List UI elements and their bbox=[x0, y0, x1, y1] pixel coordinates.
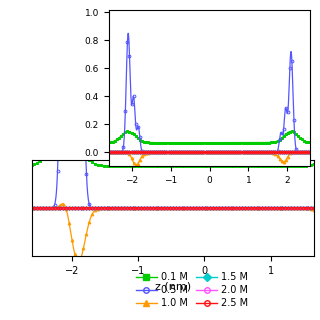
Legend: 0.1 M, 0.5 M, 1.0 M, 1.5 M, 2.0 M, 2.5 M: 0.1 M, 0.5 M, 1.0 M, 1.5 M, 2.0 M, 2.5 M bbox=[132, 268, 252, 312]
X-axis label: z (nm): z (nm) bbox=[155, 281, 191, 291]
